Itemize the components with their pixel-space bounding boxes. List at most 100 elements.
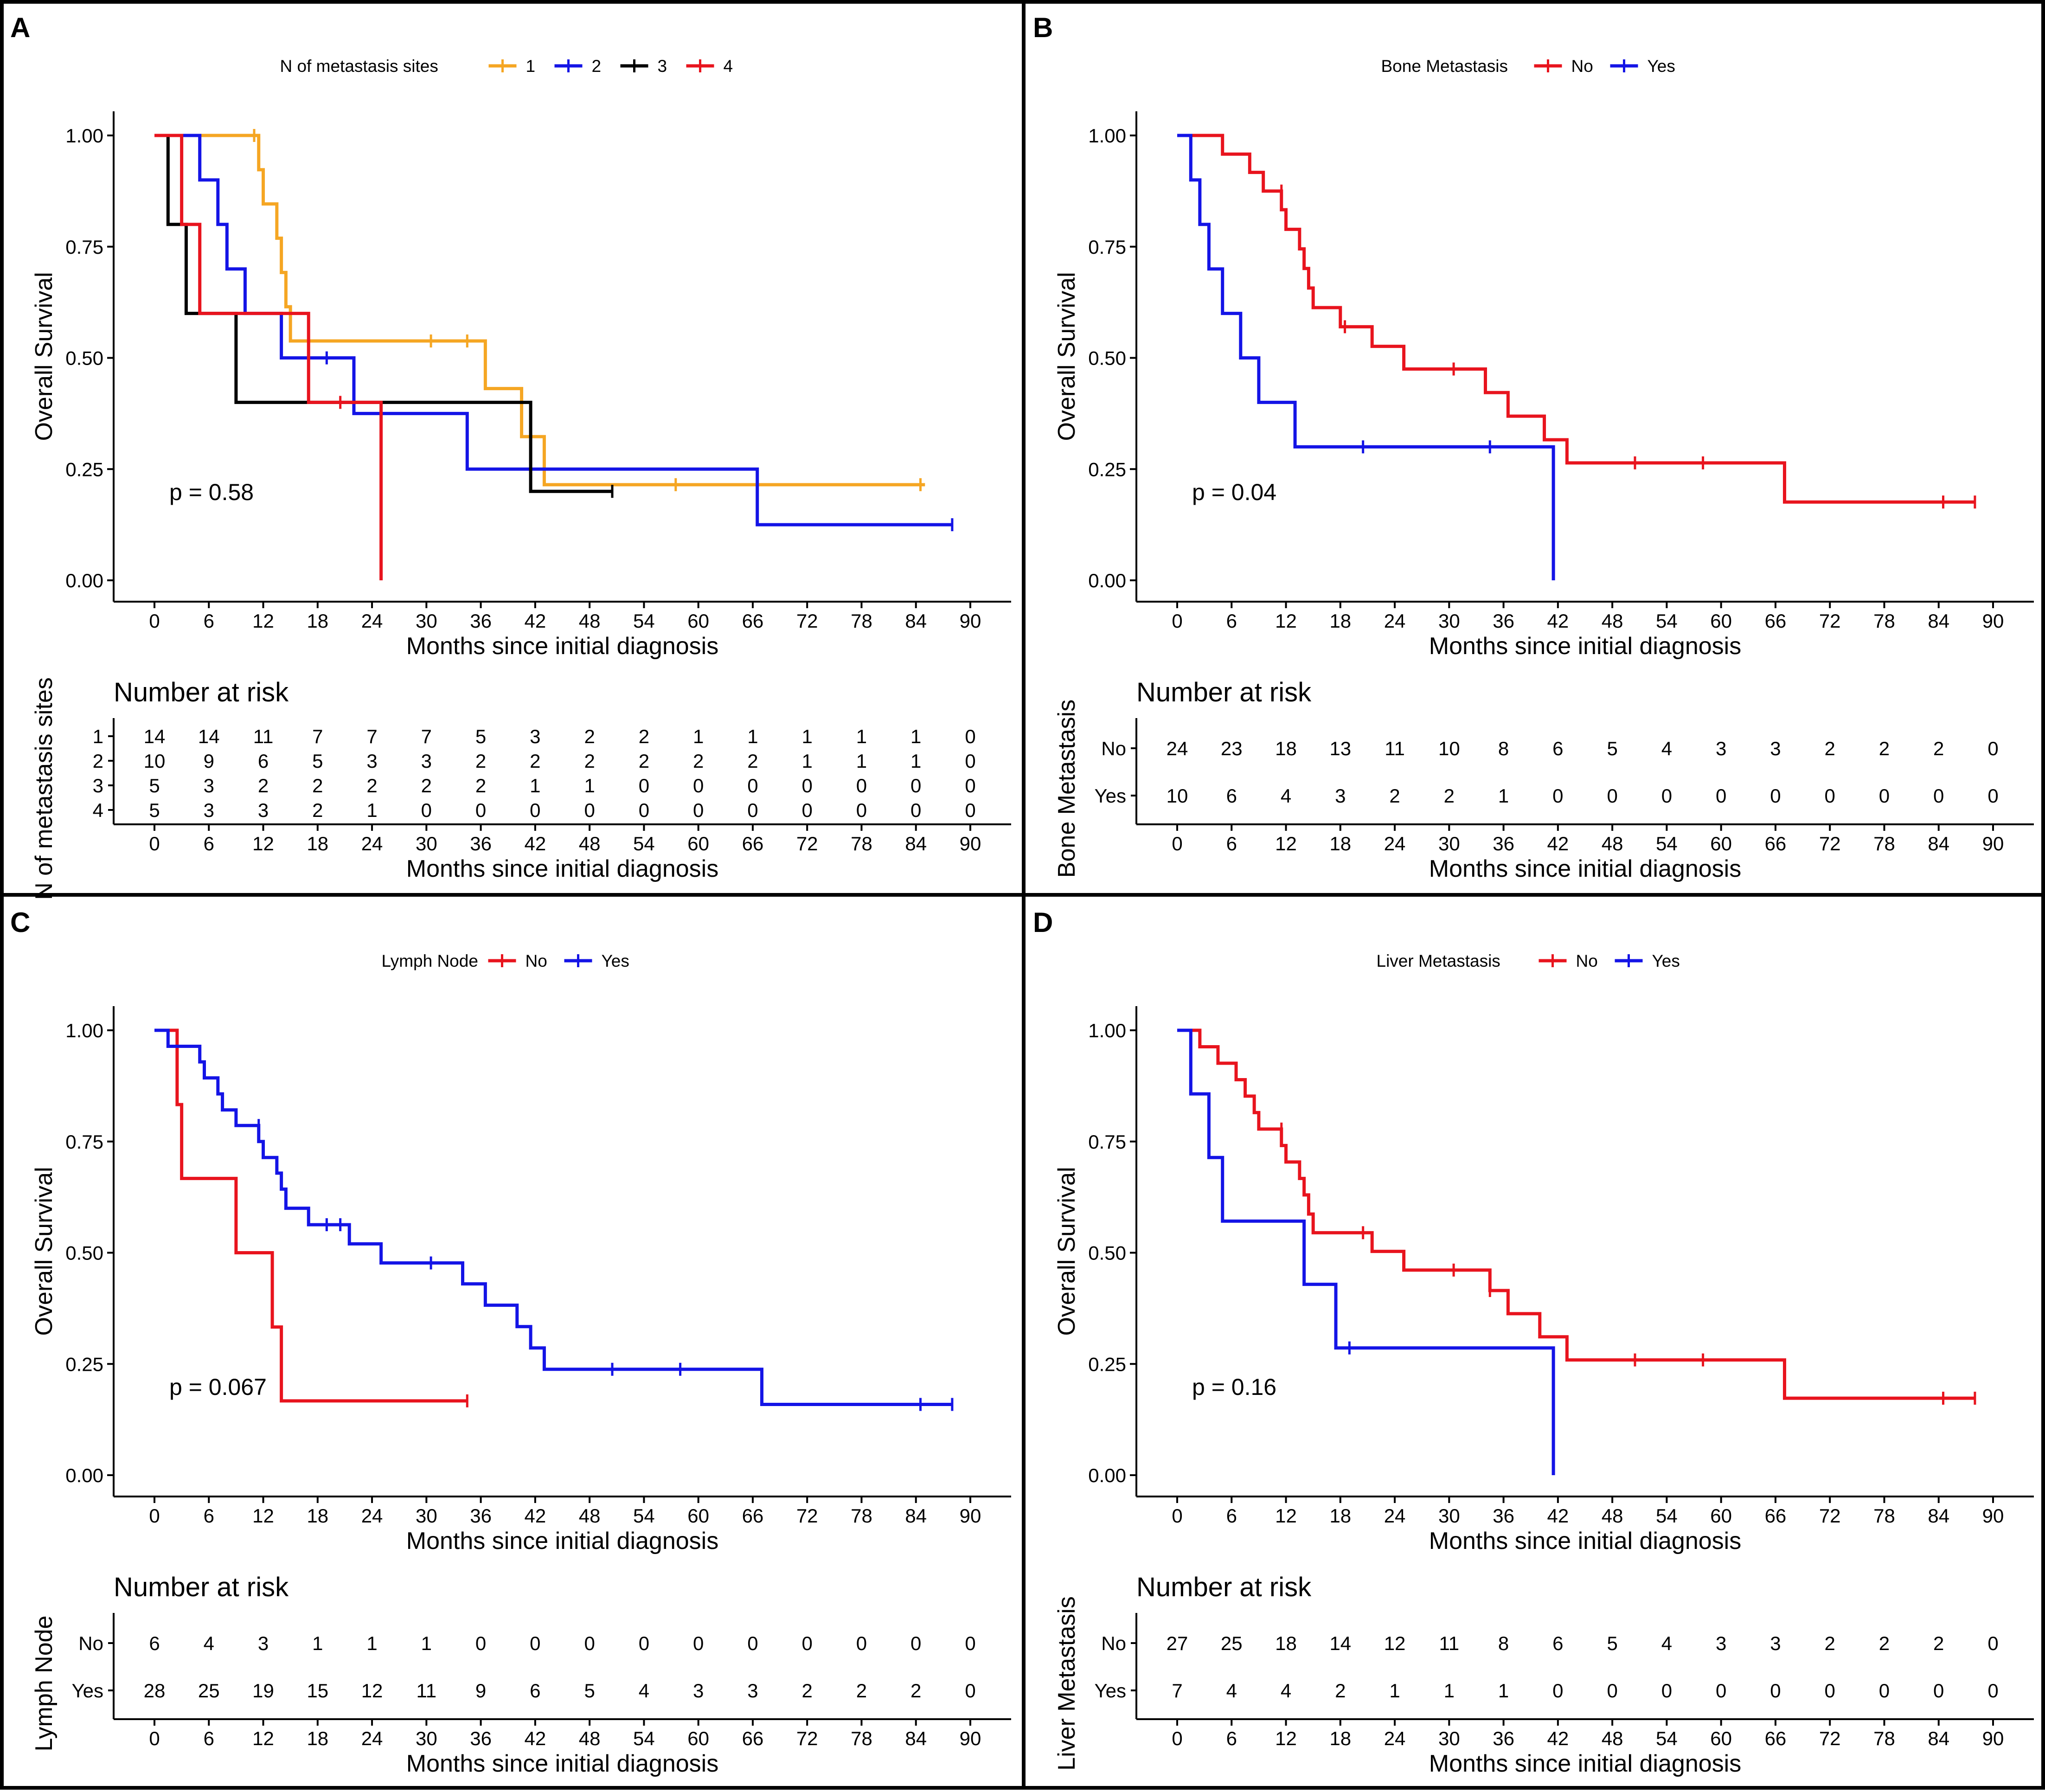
x-tick-label: 54: [1656, 1505, 1678, 1527]
risk-x-tick-label: 36: [470, 833, 492, 854]
risk-value: 11: [1385, 738, 1405, 759]
risk-value: 0: [584, 799, 595, 821]
risk-value: 0: [475, 799, 486, 821]
x-tick-label: 84: [1928, 610, 1949, 632]
risk-x-tick-label: 12: [252, 833, 274, 854]
risk-x-tick-label: 72: [796, 1728, 818, 1749]
risk-row-yes: Yes 7 4 4 2 1 1 1 0 0 0 0 0 0 0 0 0: [1094, 1680, 1998, 1702]
risk-value: 8: [1498, 1632, 1509, 1654]
risk-value: 1: [312, 1632, 323, 1654]
risk-x-tick-label: 60: [687, 1728, 709, 1749]
risk-value: 1: [802, 726, 813, 747]
x-tick-label: 90: [1982, 1505, 2004, 1527]
panel-letter: C: [10, 907, 30, 938]
x-tick-label: 78: [851, 1505, 872, 1527]
risk-value: 1: [856, 750, 867, 772]
x-axis-title: Months since initial diagnosis: [1429, 1528, 1741, 1554]
risk-x-tick-label: 66: [742, 833, 764, 854]
risk-value: 0: [747, 775, 758, 796]
risk-row-2: 2 10 9 6 5 3 3 2 2 2 2 2 2 1 1 1 0: [93, 750, 976, 772]
risk-x-tick-label: 0: [149, 833, 160, 854]
risk-row-label: No: [1101, 1632, 1126, 1654]
x-tick-label: 12: [252, 610, 274, 632]
x-tick-label: 18: [307, 610, 328, 632]
risk-value: 0: [639, 775, 649, 796]
y-tick-label: 0.75: [1088, 1131, 1126, 1153]
x-tick-label: 36: [470, 610, 492, 632]
risk-value: 0: [1933, 785, 1944, 807]
y-tick-label: 0.75: [1088, 236, 1126, 258]
risk-value: 1: [1389, 1680, 1400, 1702]
x-tick-label: 72: [796, 610, 818, 632]
risk-x-tick-label: 36: [1493, 1728, 1514, 1749]
risk-table-title: Number at risk: [114, 677, 289, 707]
risk-value: 18: [1275, 1632, 1297, 1654]
risk-value: 0: [1770, 1680, 1781, 1702]
x-tick-label: 54: [1656, 610, 1678, 632]
risk-value: 15: [307, 1680, 328, 1702]
risk-value: 2: [856, 1680, 867, 1702]
risk-value: 4: [1226, 1680, 1237, 1702]
x-axis-title: Months since initial diagnosis: [1429, 633, 1741, 660]
risk-value: 24: [1167, 738, 1188, 759]
risk-value: 0: [1987, 1680, 1998, 1702]
risk-x-tick-label: 48: [1602, 833, 1623, 854]
risk-row-yes: Yes 28 25 19 15 12 11 9 6 5 4 3 3 2 2 2 0: [71, 1680, 975, 1702]
legend-title: N of metastasis sites: [280, 57, 438, 76]
panel-letter: B: [1033, 12, 1053, 43]
risk-value: 0: [584, 1632, 595, 1654]
y-axis-title: Overall Survival: [31, 1167, 58, 1336]
risk-table-title: Number at risk: [1136, 677, 1312, 707]
risk-x-tick-label: 84: [905, 1728, 927, 1749]
risk-value: 2: [1825, 738, 1835, 759]
risk-row-1: 1 14 14 11 7 7 7 5 3 2 2 1 1 1 1 1 0: [93, 726, 976, 747]
risk-x-tick-label: 0: [1172, 1728, 1182, 1749]
legend-label: Yes: [602, 951, 629, 970]
risk-x-tick-label: 18: [1329, 1728, 1351, 1749]
risk-value: 3: [693, 1680, 704, 1702]
risk-y-axis-title: N of metastasis sites: [31, 677, 58, 900]
y-tick-label: 1.00: [65, 125, 103, 147]
risk-x-tick-label: 0: [1172, 833, 1182, 854]
risk-row-label: No: [78, 1632, 103, 1654]
risk-value: 0: [1716, 1680, 1726, 1702]
x-tick-label: 36: [1493, 610, 1514, 632]
risk-row-label: 3: [93, 775, 103, 796]
risk-value: 0: [856, 1632, 867, 1654]
risk-value: 0: [1661, 1680, 1672, 1702]
risk-x-tick-label: 36: [1493, 833, 1514, 854]
legend-label: 1: [526, 57, 536, 76]
series-1: [154, 129, 925, 491]
risk-value: 2: [1444, 785, 1455, 807]
x-tick-label: 78: [1873, 610, 1895, 632]
risk-value: 6: [1552, 738, 1563, 759]
x-tick-label: 78: [1873, 1505, 1895, 1527]
risk-row-label: 4: [93, 799, 103, 821]
risk-x-tick-label: 54: [1656, 833, 1678, 854]
risk-row-yes: Yes 10 6 4 3 2 2 1 0 0 0 0 0 0 0 0 0: [1094, 785, 1998, 807]
legend-entry-3: 3: [620, 57, 667, 76]
risk-value: 2: [1879, 1632, 1890, 1654]
x-tick-label: 36: [470, 1505, 492, 1527]
risk-value: 0: [856, 775, 867, 796]
risk-y-axis-title: Liver Metastasis: [1053, 1596, 1080, 1771]
risk-value: 0: [856, 799, 867, 821]
risk-x-tick-label: 30: [416, 833, 437, 854]
series-no: [154, 1028, 468, 1407]
panel-letter: D: [1033, 907, 1053, 938]
risk-x-tick-label: 84: [1928, 1728, 1949, 1749]
risk-value: 2: [312, 799, 323, 821]
risk-value: 7: [366, 726, 377, 747]
x-tick-label: 66: [742, 610, 764, 632]
x-tick-label: 0: [1172, 610, 1182, 632]
risk-value: 7: [421, 726, 432, 747]
risk-x-tick-label: 90: [960, 833, 981, 854]
risk-x-tick-label: 78: [1873, 1728, 1895, 1749]
risk-value: 5: [1607, 738, 1617, 759]
x-tick-label: 18: [307, 1505, 328, 1527]
p-value: p = 0.58: [169, 479, 254, 505]
risk-value: 2: [910, 1680, 921, 1702]
risk-value: 10: [1167, 785, 1188, 807]
x-tick-label: 42: [525, 1505, 546, 1527]
